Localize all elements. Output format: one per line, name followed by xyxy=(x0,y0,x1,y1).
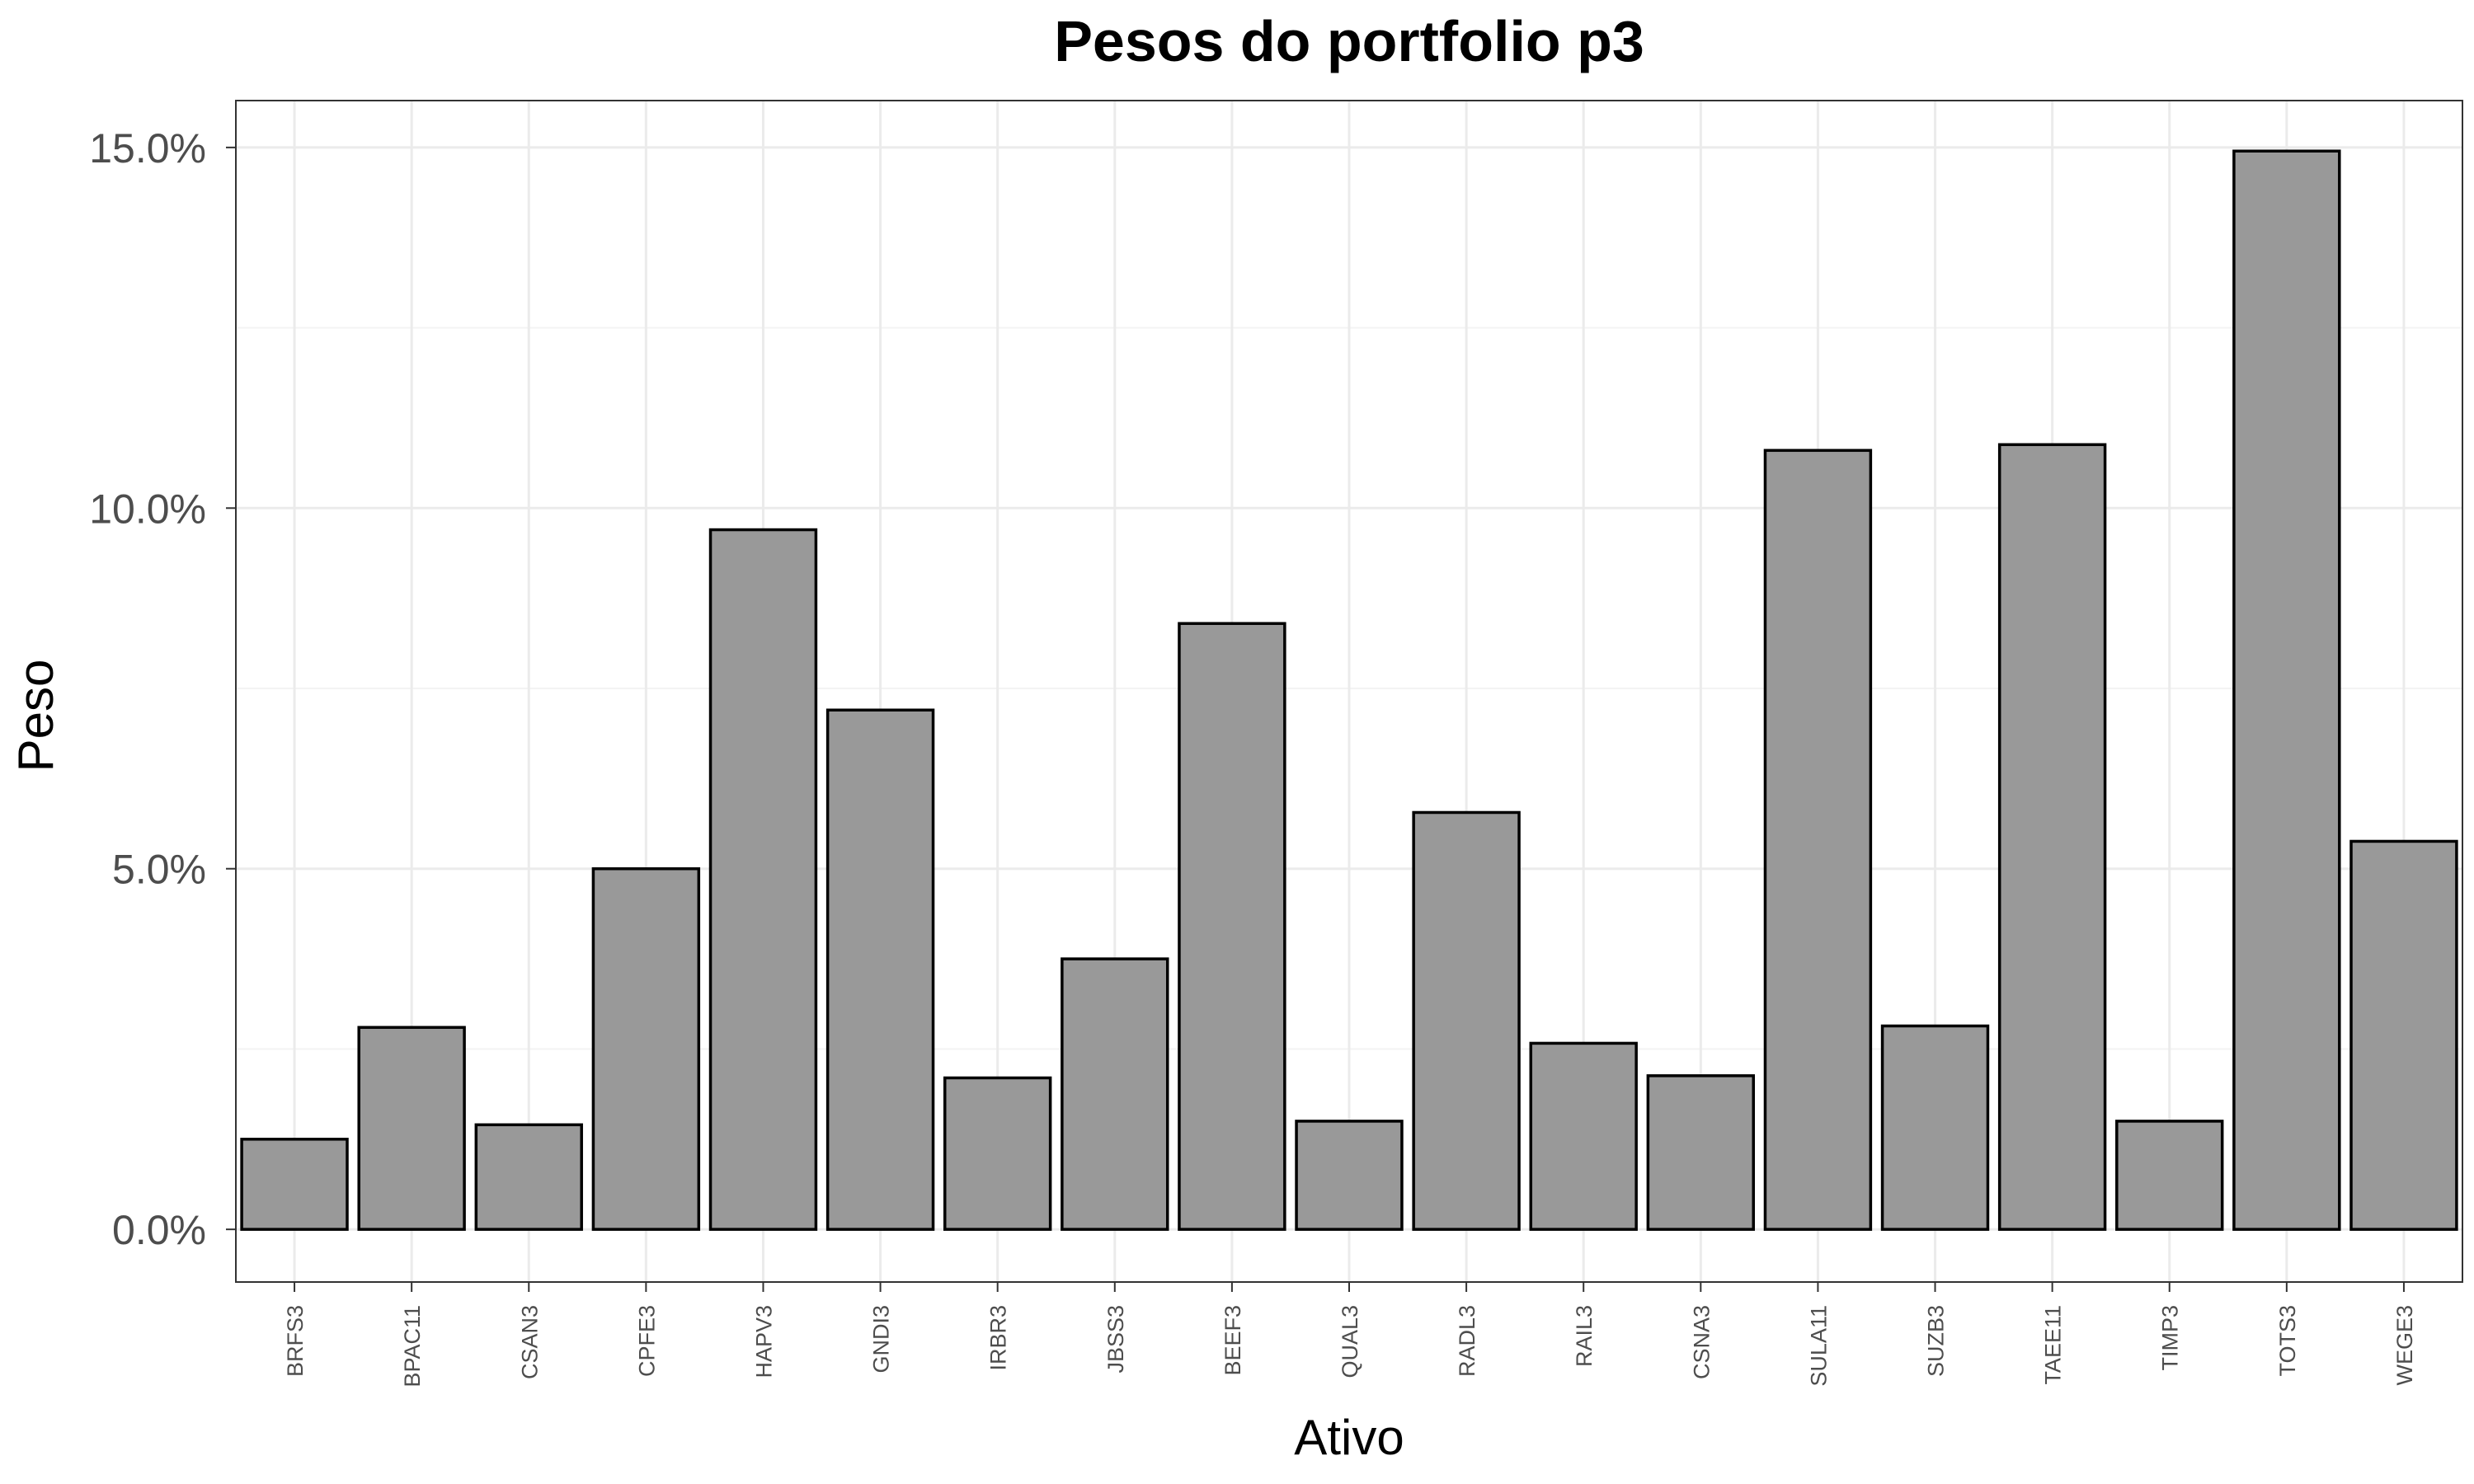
x-tick-label: TIMP3 xyxy=(2158,1305,2183,1371)
bar-wege3 xyxy=(2349,839,2458,1231)
bar-timp3 xyxy=(2115,1120,2224,1231)
bar-taee11 xyxy=(1997,443,2107,1231)
x-tick-label: SUZB3 xyxy=(1924,1305,1949,1377)
bar-qual3 xyxy=(1295,1120,1404,1231)
y-axis-title: Peso xyxy=(8,660,63,773)
bar-hapv3 xyxy=(708,528,818,1231)
x-tick-label: CSNA3 xyxy=(1689,1305,1714,1379)
bar-radl3 xyxy=(1412,810,1521,1231)
bar-tots3 xyxy=(2232,149,2341,1231)
bar-beef3 xyxy=(1178,622,1286,1231)
y-axis: 0.0% 5.0% 10.0% 15.0% xyxy=(89,125,236,1253)
y-tick-label: 10.0% xyxy=(89,486,206,532)
x-tick-label: GNDI3 xyxy=(869,1305,894,1374)
gridlines xyxy=(236,101,2462,1282)
bar-jbss3 xyxy=(1061,957,1169,1231)
bar-csna3 xyxy=(1646,1074,1756,1231)
bar-bpac11 xyxy=(357,1026,466,1231)
bar-brfs3 xyxy=(240,1138,349,1231)
bar-csan3 xyxy=(474,1123,583,1231)
x-tick-label: RADL3 xyxy=(1455,1305,1479,1377)
x-tick-label: BEEF3 xyxy=(1221,1305,1245,1376)
bar-gndi3 xyxy=(825,708,935,1231)
x-tick-label: TOTS3 xyxy=(2275,1305,2300,1377)
bar-rail3 xyxy=(1529,1041,1638,1231)
x-tick-label: SULA11 xyxy=(1806,1305,1831,1387)
bar-cpfe3 xyxy=(591,866,701,1231)
x-tick-label: RAIL3 xyxy=(1572,1305,1597,1367)
x-tick-label: IRBR3 xyxy=(986,1305,1011,1371)
x-axis: BRFS3 BPAC11 CSAN3 CPFE3 HAPV3 GNDI3 IRBR3 JBSS… xyxy=(283,1282,2417,1388)
x-tick-label: JBSS3 xyxy=(1103,1305,1128,1374)
bar-sula11 xyxy=(1763,448,1873,1231)
x-tick-label: HAPV3 xyxy=(751,1305,776,1378)
x-tick-label: BRFS3 xyxy=(283,1305,308,1377)
y-tick-label: 0.0% xyxy=(112,1207,206,1253)
y-tick-label: 5.0% xyxy=(112,847,206,893)
chart-title: Pesos do portfolio p3 xyxy=(1054,9,1644,73)
x-tick-label: TAEE11 xyxy=(2041,1305,2066,1385)
x-tick-label: CPFE3 xyxy=(634,1305,659,1377)
bar-irbr3 xyxy=(943,1076,1052,1231)
y-tick-label: 15.0% xyxy=(89,125,206,171)
bars xyxy=(240,149,2458,1231)
x-tick-label: WEGE3 xyxy=(2392,1305,2417,1386)
x-axis-title: Ativo xyxy=(1294,1410,1404,1465)
x-tick-label: QUAL3 xyxy=(1338,1305,1362,1378)
bar-suzb3 xyxy=(1880,1024,1990,1231)
x-tick-label: CSAN3 xyxy=(517,1305,542,1379)
x-tick-label: BPAC11 xyxy=(400,1305,425,1388)
